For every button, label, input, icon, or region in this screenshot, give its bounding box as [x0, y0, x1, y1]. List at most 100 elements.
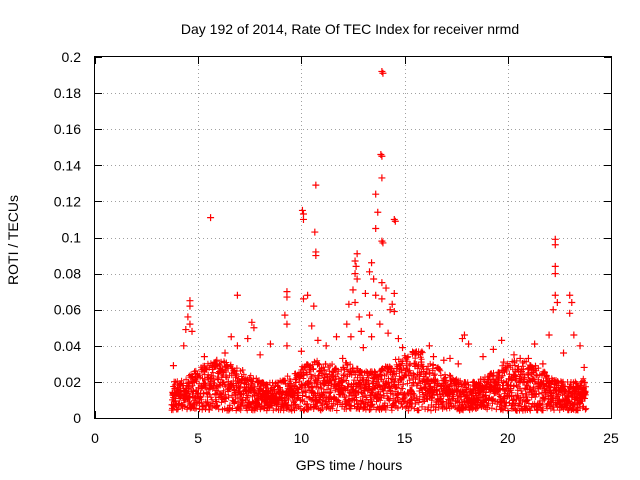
axis-ticks [95, 57, 612, 419]
roti-point [539, 360, 547, 368]
roti-point [390, 308, 398, 316]
roti-point [188, 327, 196, 335]
roti-point [560, 349, 568, 357]
roti-point [322, 342, 330, 350]
roti-point [312, 181, 320, 189]
roti-point [479, 353, 487, 361]
roti-point [465, 340, 473, 348]
roti-point [351, 270, 359, 278]
roti-point [545, 331, 553, 339]
roti-point [314, 336, 322, 344]
roti-point [390, 289, 398, 297]
roti-point [361, 289, 369, 297]
y-tick-label: 0.1 [62, 230, 82, 246]
roti-point [370, 275, 378, 283]
roti-point [312, 252, 320, 260]
roti-point [359, 344, 367, 352]
roti-point [311, 228, 319, 236]
roti-point [345, 300, 353, 308]
roti-point [186, 320, 194, 328]
roti-point [531, 340, 539, 348]
y-tick-label: 0 [73, 410, 81, 426]
x-tick-label: 5 [194, 430, 202, 446]
roti-point [368, 333, 376, 341]
roti-point [378, 152, 386, 160]
roti-point [580, 363, 588, 371]
y-tick-label: 0.06 [54, 302, 81, 318]
roti-point [378, 279, 386, 287]
grid-lines [95, 57, 611, 418]
roti-point [429, 353, 437, 361]
roti-point [332, 333, 340, 341]
roti-point [411, 349, 419, 357]
roti-point [551, 241, 559, 249]
roti-point [551, 270, 559, 278]
roti-point [233, 291, 241, 299]
roti-point [343, 320, 351, 328]
roti-point [297, 347, 305, 355]
roti-point [570, 331, 578, 339]
roti-point [184, 313, 192, 321]
roti-point [200, 353, 208, 361]
data-band [168, 348, 590, 414]
roti-point [516, 354, 524, 362]
roti-point [353, 275, 361, 283]
roti-point [250, 324, 258, 332]
roti-point [180, 342, 188, 350]
roti-point [391, 217, 399, 225]
roti-point [374, 208, 382, 216]
roti-point [458, 335, 466, 343]
roti-point [376, 320, 384, 328]
roti-point [498, 336, 506, 344]
roti-point [351, 298, 359, 306]
roti-point [169, 362, 177, 370]
roti-point [366, 268, 374, 276]
roti-point [351, 257, 359, 265]
x-tick-labels: 0 5 10 15 20 25 [91, 430, 619, 446]
roti-point [227, 333, 235, 341]
roti-point [310, 302, 318, 310]
roti-point [386, 306, 394, 314]
y-tick-label: 0.18 [54, 85, 81, 101]
roti-point [352, 262, 360, 270]
roti-point [186, 302, 194, 310]
roti-point [347, 333, 355, 341]
roti-density-band [168, 348, 590, 414]
y-tick-label: 0.02 [54, 374, 81, 390]
x-tick-label: 10 [294, 430, 310, 446]
roti-point [510, 351, 518, 359]
roti-point [308, 322, 316, 330]
plot-area-border [94, 56, 612, 419]
y-tick-label: 0.12 [54, 193, 81, 209]
y-tick-label: 0.2 [62, 49, 82, 65]
roti-point [382, 284, 390, 292]
roti-point [500, 358, 508, 366]
x-tick-label: 0 [91, 430, 99, 446]
roti-point [207, 214, 215, 222]
roti-point [568, 298, 576, 306]
roti-point [213, 356, 221, 364]
roti-point [349, 286, 357, 294]
x-tick-label: 25 [603, 430, 619, 446]
y-tick-label: 0.04 [54, 338, 81, 354]
roti-point [549, 306, 557, 314]
roti-point [460, 331, 468, 339]
roti-point [182, 326, 190, 334]
roti-point [368, 259, 376, 267]
roti-point [283, 293, 291, 301]
roti-point [388, 300, 396, 308]
roti-point [566, 291, 574, 299]
roti-point [299, 295, 307, 303]
roti-point [372, 190, 380, 198]
roti-point [553, 298, 561, 306]
roti-point [372, 224, 380, 232]
roti-point [355, 313, 363, 321]
roti-point [378, 174, 386, 182]
roti-point [266, 340, 274, 348]
roti-point [378, 295, 386, 303]
y-tick-label: 0.16 [54, 121, 81, 137]
roti-point [248, 318, 256, 326]
roti-point [399, 344, 407, 352]
